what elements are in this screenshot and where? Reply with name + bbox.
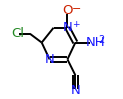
Text: N: N: [63, 21, 72, 34]
Text: −: −: [72, 4, 81, 14]
Text: NH: NH: [86, 36, 105, 49]
Text: 2: 2: [99, 35, 105, 45]
Text: N: N: [45, 53, 54, 66]
Text: Cl: Cl: [11, 27, 24, 40]
Text: N: N: [71, 84, 81, 97]
Text: +: +: [72, 20, 79, 29]
Text: O: O: [62, 4, 73, 17]
